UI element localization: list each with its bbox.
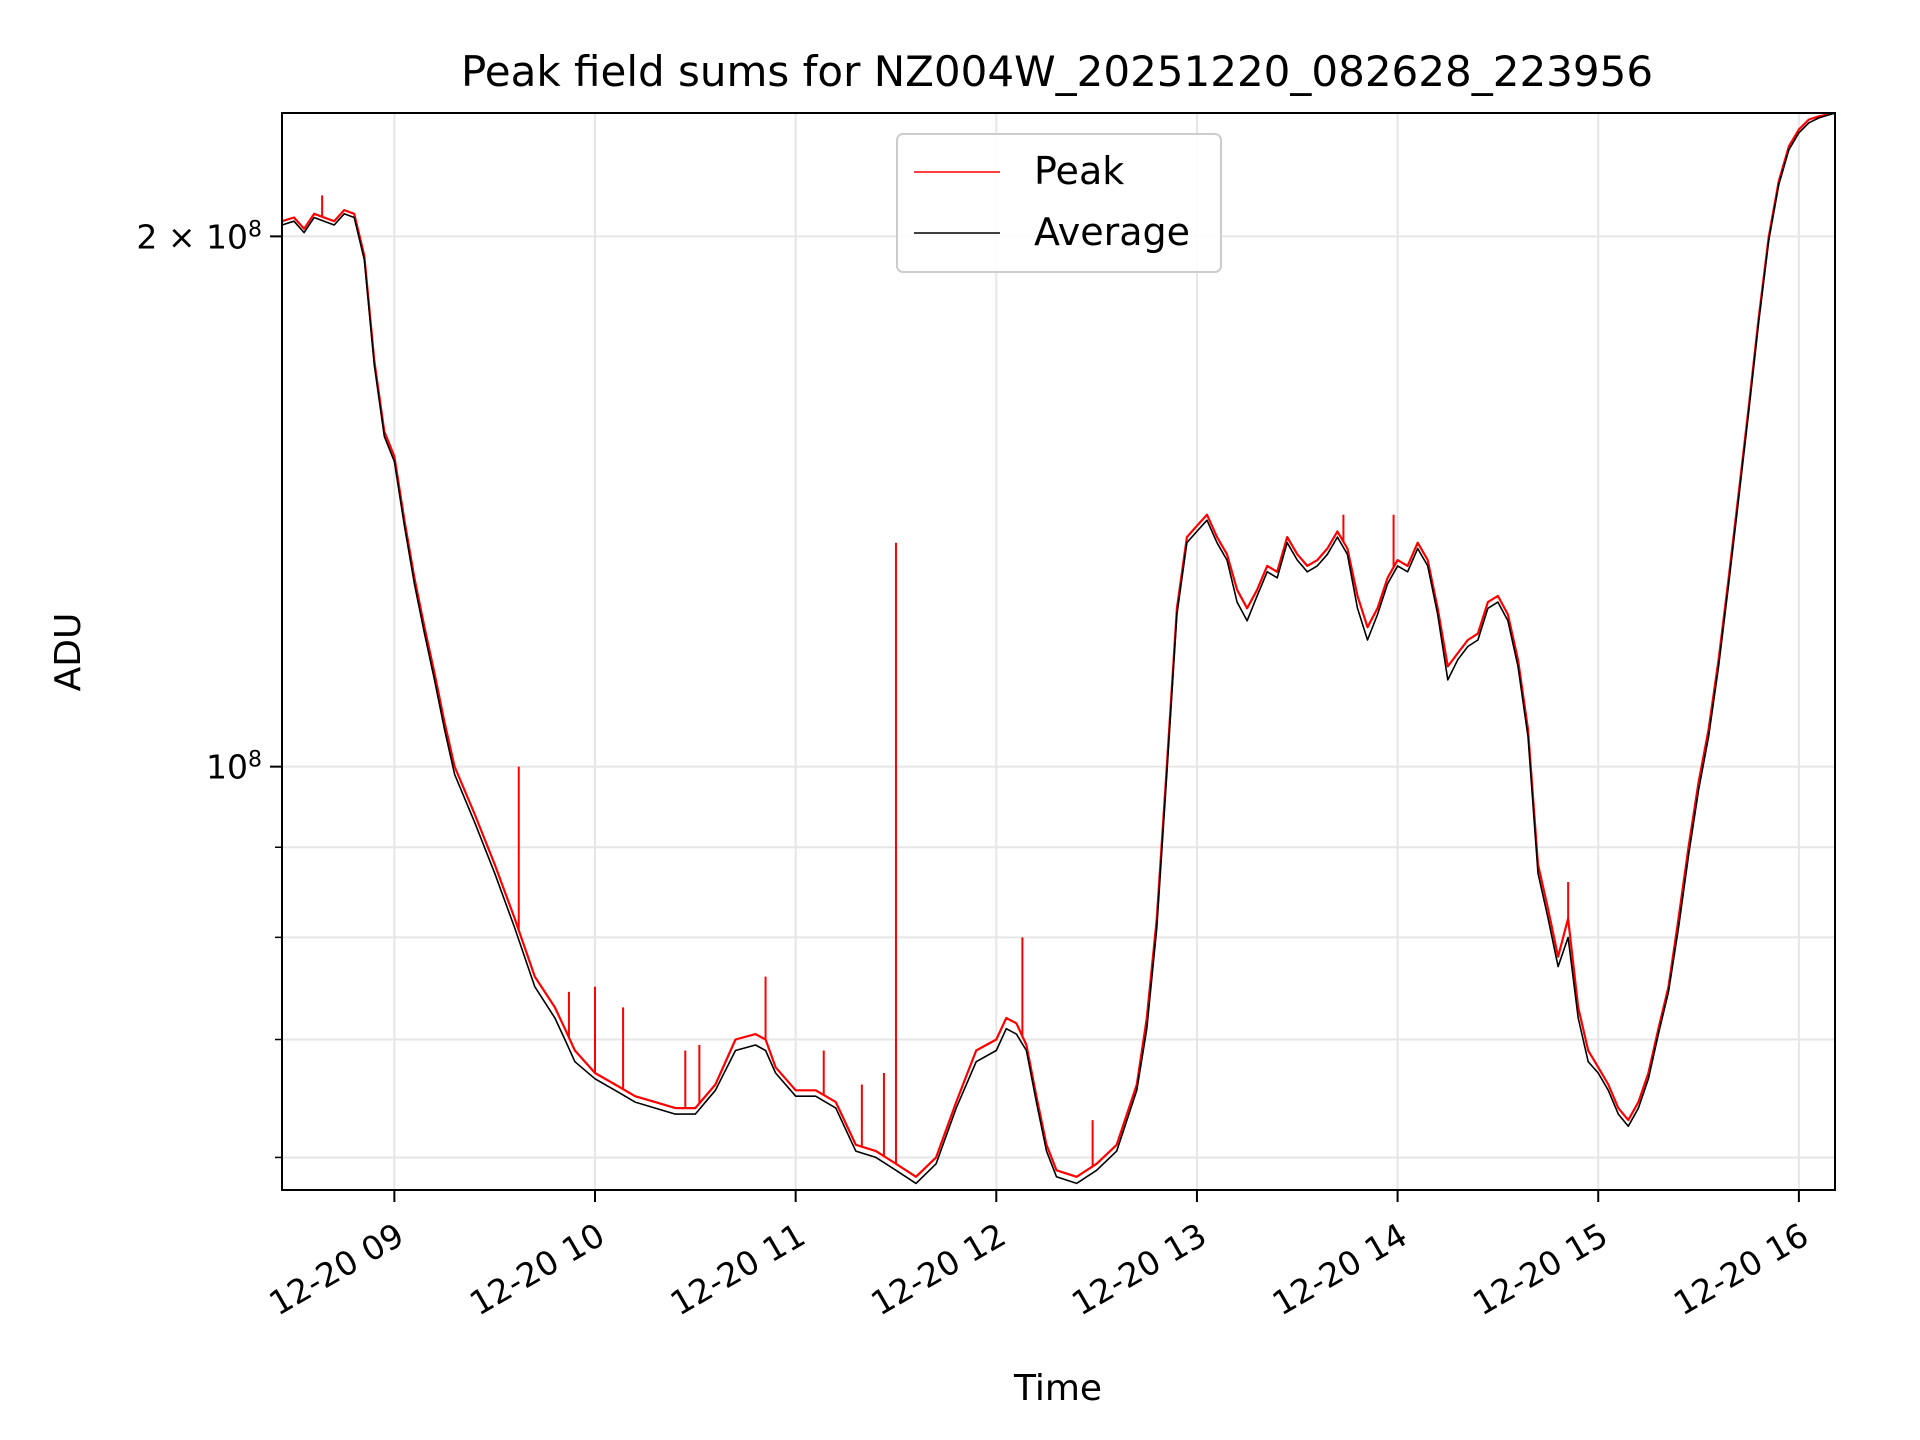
legend: Peak Average	[896, 133, 1222, 273]
average-series-line	[281, 112, 1836, 1185]
axes-frame	[281, 112, 1836, 1191]
y-tick-label: 2 × 108	[136, 217, 262, 257]
x-axis-label: Time	[1013, 1368, 1102, 1409]
y-tick-label: 108	[206, 747, 262, 787]
y-tick-label-base: 10	[206, 748, 248, 787]
legend-peak-label: Peak	[1034, 149, 1124, 193]
plot-area	[281, 111, 1836, 1185]
y-axis-label: ADU	[48, 613, 89, 692]
legend-average-label: Average	[1034, 210, 1190, 254]
y-tick-label-exponent: 8	[248, 747, 262, 772]
peak-series-line	[281, 111, 1836, 1178]
y-tick-label-exponent: 8	[248, 217, 262, 242]
y-tick-label-base: 2 × 10	[136, 217, 248, 256]
legend-box	[896, 133, 1222, 273]
chart-title: Peak field sums for NZ004W_20251220_0826…	[461, 47, 1653, 96]
